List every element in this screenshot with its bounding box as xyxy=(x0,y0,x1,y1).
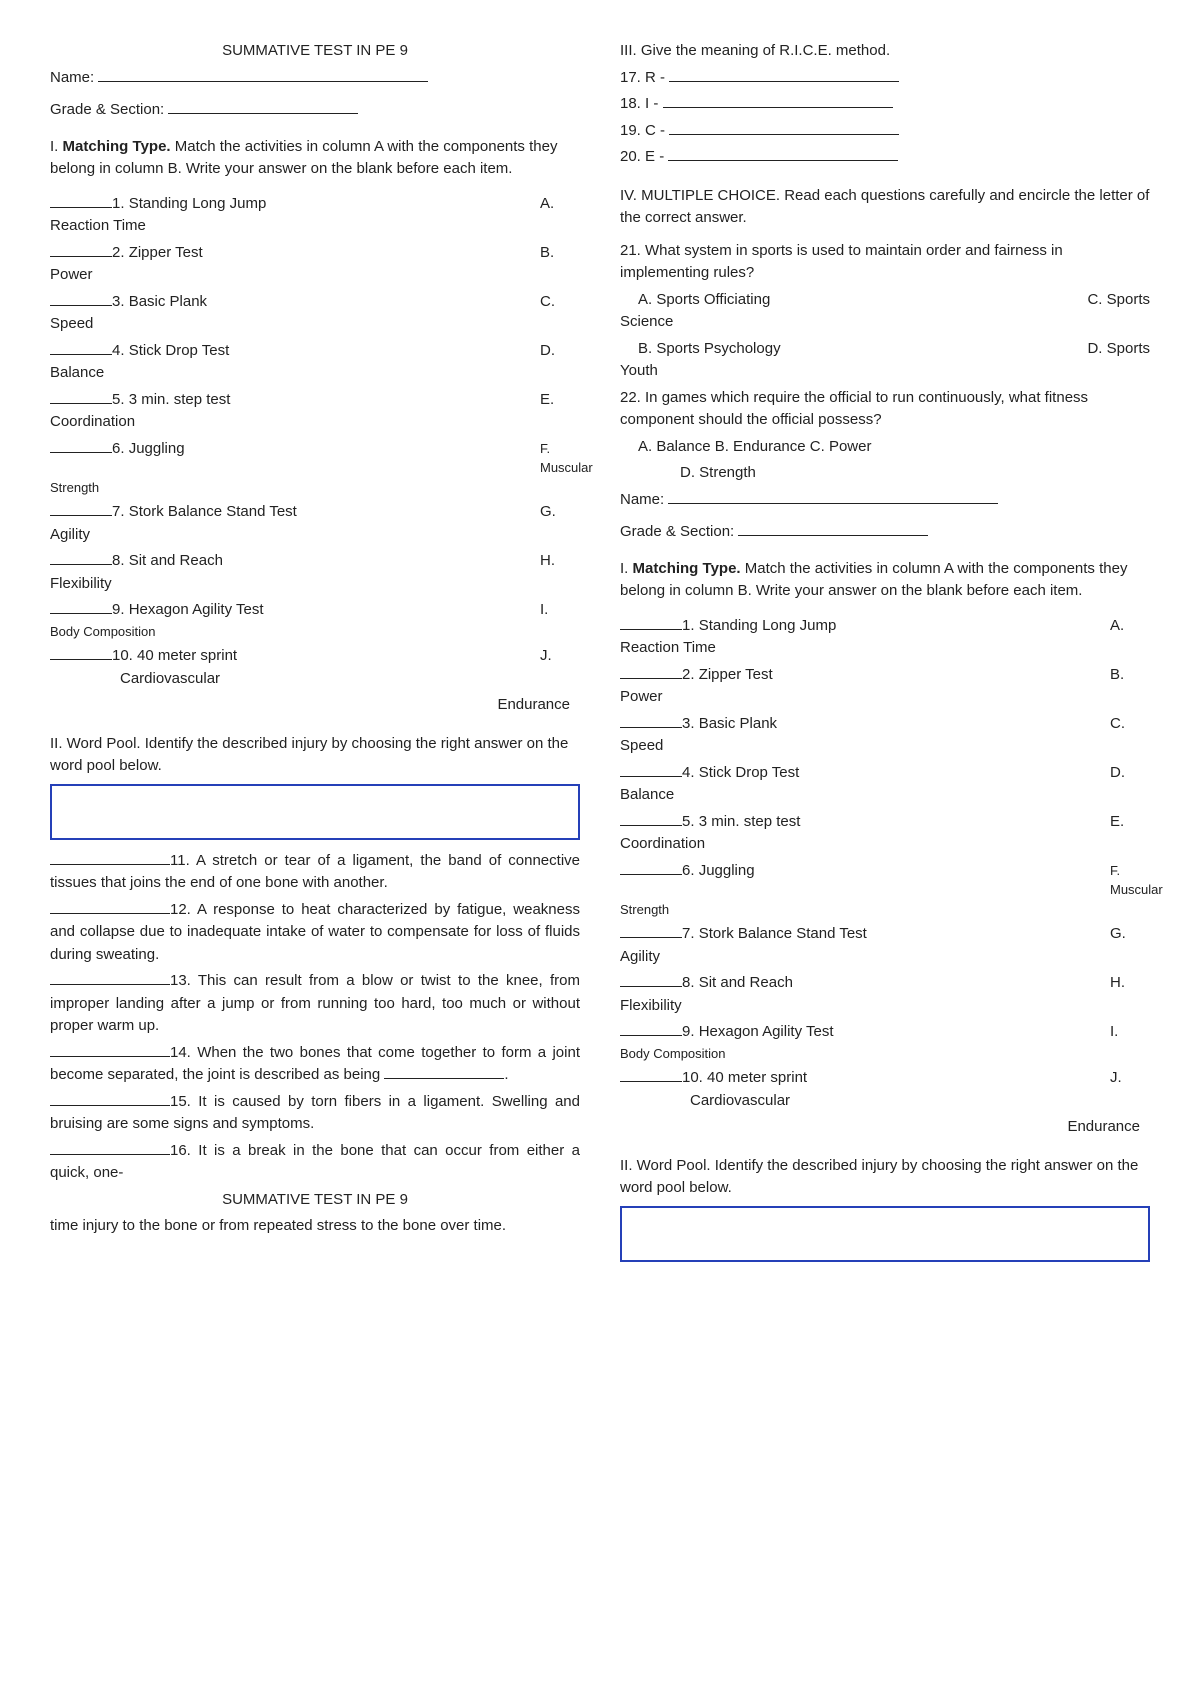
section1-heading-2: I. Matching Type. Match the activities i… xyxy=(620,558,1150,603)
matching-list: 1. Standing Long JumpA. Reaction Time 2.… xyxy=(50,193,580,717)
q15: 15. It is caused by torn fibers in a lig… xyxy=(50,1091,580,1136)
q13: 13. This can result from a blow or twist… xyxy=(50,970,580,1038)
matching-list-2: 1. Standing Long JumpA. Reaction Time 2.… xyxy=(620,615,1150,1139)
section4-heading: IV. MULTIPLE CHOICE. Read each questions… xyxy=(620,185,1150,230)
section1-heading: I. Matching Type. Match the activities i… xyxy=(50,136,580,181)
grade-blank[interactable] xyxy=(168,113,358,114)
grade-blank[interactable] xyxy=(738,535,928,536)
q21-opts-row1: A. Sports OfficiatingC. Sports xyxy=(620,289,1150,312)
section2-heading-2: II. Word Pool. Identify the described in… xyxy=(620,1155,1150,1200)
grade-field: Grade & Section: xyxy=(50,99,580,122)
q22: 22. In games which require the official … xyxy=(620,387,1150,432)
q16: 16. It is a break in the bone that can o… xyxy=(50,1140,580,1185)
section3-heading: III. Give the meaning of R.I.C.E. method… xyxy=(620,40,1150,63)
word-pool-box-2 xyxy=(620,1206,1150,1262)
q12: 12. A response to heat characterized by … xyxy=(50,899,580,967)
grade-field-2: Grade & Section: xyxy=(620,521,1150,544)
page-title: SUMMATIVE TEST IN PE 9 xyxy=(50,1189,580,1212)
name-blank[interactable] xyxy=(98,81,428,82)
q14: 14. When the two bones that come togethe… xyxy=(50,1042,580,1087)
rice-e: 20. E - xyxy=(620,146,1150,169)
page-title: SUMMATIVE TEST IN PE 9 xyxy=(50,40,580,63)
section2-heading: II. Word Pool. Identify the described in… xyxy=(50,733,580,778)
q21: 21. What system in sports is used to mai… xyxy=(620,240,1150,285)
rice-i: 18. I - xyxy=(620,93,1150,116)
q22-opts: A. Balance B. Endurance C. Power xyxy=(620,436,1150,459)
name-field-2: Name: xyxy=(620,489,1150,512)
test-copy-1: SUMMATIVE TEST IN PE 9 Name: Grade & Sec… xyxy=(50,40,580,1185)
word-pool-box xyxy=(50,784,580,840)
name-blank[interactable] xyxy=(668,503,998,504)
name-field: Name: xyxy=(50,67,580,90)
q11: 11. A stretch or tear of a ligament, the… xyxy=(50,850,580,895)
rice-c: 19. C - xyxy=(620,120,1150,143)
q21-opts-row2: B. Sports PsychologyD. Sports xyxy=(620,338,1150,361)
q16-cont: time injury to the bone or from repeated… xyxy=(50,1215,580,1238)
rice-r: 17. R - xyxy=(620,67,1150,90)
